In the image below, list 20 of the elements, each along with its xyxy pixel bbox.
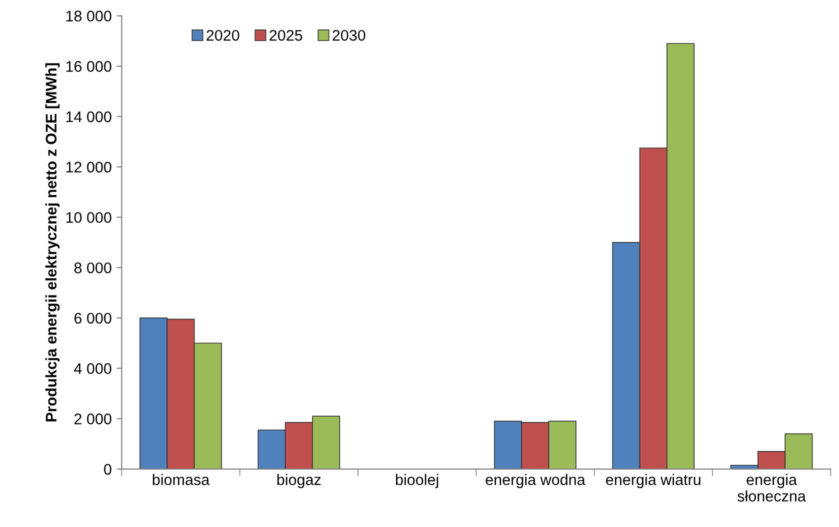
- legend-label: 2025: [270, 30, 302, 41]
- x-tick-label: biomasa: [152, 474, 210, 486]
- y-tick-label: 10 000: [66, 212, 112, 223]
- y-tick-label: 4 000: [74, 363, 112, 374]
- y-tick-label: 8 000: [74, 262, 112, 274]
- y-tick-label: 12 000: [66, 162, 112, 173]
- y-tick-label: 18 000: [66, 10, 112, 22]
- y-tick-label: 2 000: [74, 414, 112, 424]
- x-tick-label: biogaz: [277, 474, 321, 488]
- x-tick-label: energia słoneczna: [738, 474, 806, 502]
- y-tick-label: 16 000: [66, 61, 112, 72]
- x-tick-label: bioolej: [396, 474, 438, 488]
- x-tick-label: energia wodna: [486, 474, 586, 488]
- legend-label: 2030: [332, 30, 366, 41]
- legend-label: 2020: [206, 30, 240, 41]
- y-axis-title: Produkcja energii elektrycznej netto z OZE [MWh]: [45, 63, 60, 422]
- x-tick-label: energia wiatru: [606, 474, 700, 488]
- y-tick-label: 6 000: [74, 312, 112, 324]
- y-tick-label: 0: [104, 464, 112, 475]
- y-tick-label: 14 000: [66, 111, 112, 122]
